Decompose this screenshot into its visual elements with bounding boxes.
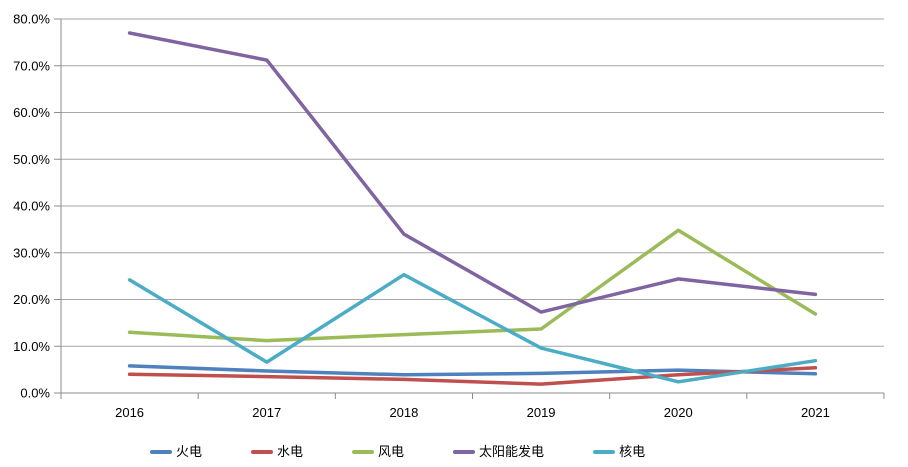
legend-item-3: 太阳能发电 xyxy=(453,443,544,461)
legend-label: 风电 xyxy=(378,444,405,459)
y-axis-label: 80.0% xyxy=(13,12,50,27)
legend-item-2: 风电 xyxy=(352,443,404,461)
legend-label: 核电 xyxy=(619,444,646,459)
legend-line-swatch-icon xyxy=(251,450,274,454)
y-axis-label: 60.0% xyxy=(13,105,50,120)
y-axis-label: 40.0% xyxy=(13,199,50,214)
legend-line-swatch-icon xyxy=(150,450,172,454)
legend-label: 火电 xyxy=(176,444,203,459)
y-axis-label: 30.0% xyxy=(13,245,50,260)
y-axis-label: 20.0% xyxy=(13,292,50,307)
series-line-3 xyxy=(127,31,818,314)
y-axis-label: 50.0% xyxy=(13,152,50,167)
legend-item-0: 火电 xyxy=(150,443,202,461)
series-line-1 xyxy=(127,366,818,386)
legend-line-swatch-icon xyxy=(352,450,375,454)
y-axis-label: 0.0% xyxy=(20,386,50,401)
x-axis-label: 2020 xyxy=(664,405,693,420)
x-axis-label: 2021 xyxy=(801,405,830,420)
legend-label: 水电 xyxy=(277,444,304,459)
series-line-4 xyxy=(127,272,818,384)
x-axis-label: 2016 xyxy=(115,405,144,420)
y-axis-label: 10.0% xyxy=(13,339,50,354)
series-line-0 xyxy=(127,364,818,377)
legend-item-1: 水电 xyxy=(251,443,303,461)
legend-line-swatch-icon xyxy=(593,450,616,454)
legend: 火电 水电 风电 太阳能发电 核电 xyxy=(150,443,645,461)
x-axis-label: 2019 xyxy=(527,405,556,420)
legend-line-swatch-icon xyxy=(453,450,476,454)
legend-item-4: 核电 xyxy=(593,443,645,461)
x-axis-label: 2018 xyxy=(389,405,418,420)
x-axis-label: 2017 xyxy=(252,405,281,420)
series-line-2 xyxy=(127,228,818,343)
y-axis-label: 70.0% xyxy=(13,58,50,73)
legend-label: 太阳能发电 xyxy=(479,444,545,459)
